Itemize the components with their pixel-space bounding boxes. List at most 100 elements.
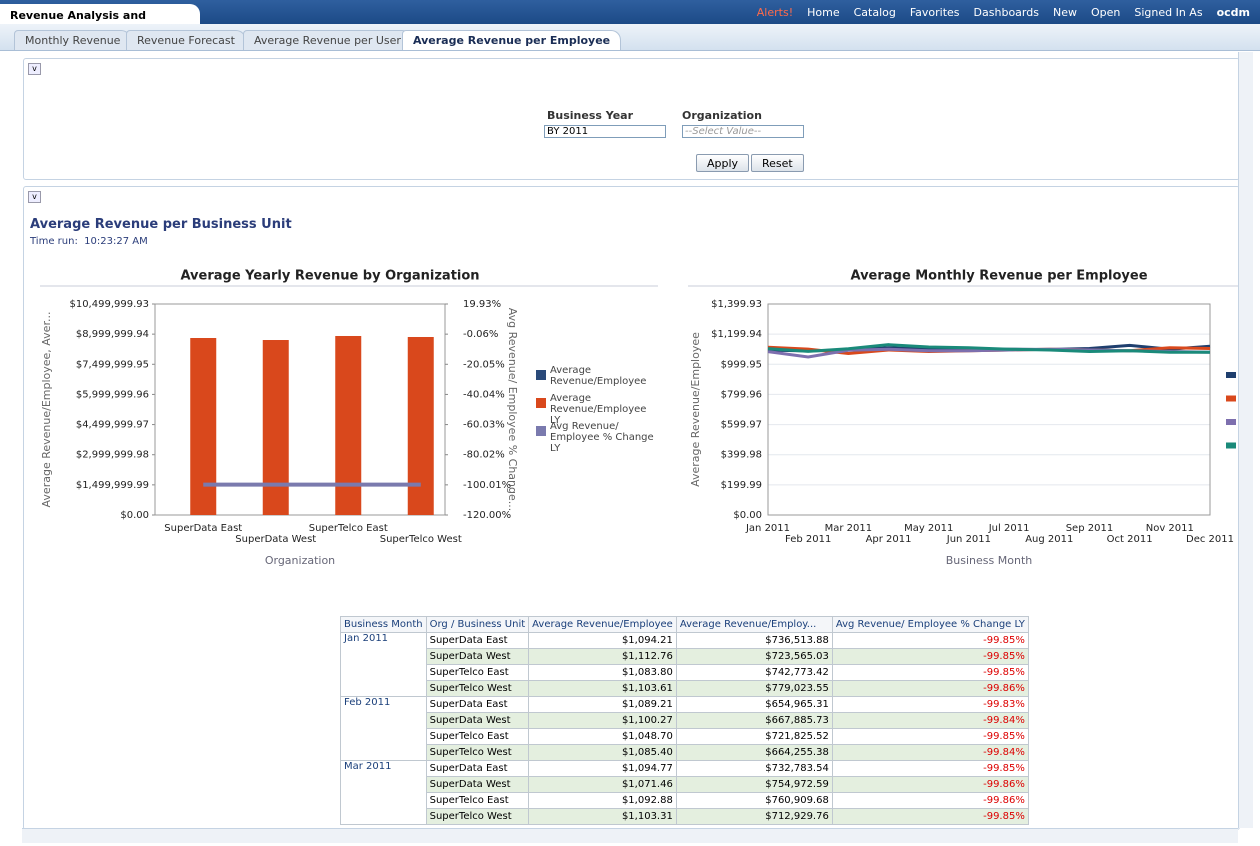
table-row: SuperData West$1,112.76$723,565.03-99.85… (341, 649, 1029, 665)
table-row: Jan 2011SuperData East$1,094.21$736,513.… (341, 633, 1029, 649)
y2-tick-label: -60.03% (463, 420, 505, 431)
table-cell: -99.85% (832, 809, 1028, 825)
table-cell: $1,083.80 (529, 665, 677, 681)
table-cell: $1,100.27 (529, 713, 677, 729)
x-tick-label: Nov 2011 (1146, 523, 1194, 534)
chart-title: Average Monthly Revenue per Employee (850, 269, 1147, 284)
table-cell: $667,885.73 (676, 713, 832, 729)
y-axis-title: Average Revenue/Employee, Aver... (40, 312, 53, 508)
x-tick-label: Jan 2011 (745, 523, 790, 534)
table-cell: -99.86% (832, 681, 1028, 697)
table-cell: $654,965.31 (676, 697, 832, 713)
month-cell: Feb 2011 (341, 697, 427, 761)
table-cell: $712,929.76 (676, 809, 832, 825)
table-row: SuperData West$1,100.27$667,885.73-99.84… (341, 713, 1029, 729)
y-tick-label: $1,199.94 (711, 329, 762, 340)
vertical-scrollbar[interactable] (1238, 52, 1253, 828)
y-tick-label: $799.96 (721, 389, 762, 400)
table-cell: $1,071.46 (529, 777, 677, 793)
table-cell: -99.84% (832, 745, 1028, 761)
legend-swatch (536, 398, 546, 408)
x-tick-label: Jun 2011 (946, 534, 991, 545)
bar (190, 338, 216, 515)
legend-swatch (1226, 396, 1236, 402)
table-row: SuperTelco East$1,083.80$742,773.42-99.8… (341, 665, 1029, 681)
table-cell: -99.85% (832, 729, 1028, 745)
table-cell: SuperData East (426, 697, 529, 713)
table-cell: SuperTelco East (426, 665, 529, 681)
y2-tick-label: -120.00% (463, 510, 511, 521)
table-row: SuperTelco West$1,103.31$712,929.76-99.8… (341, 809, 1029, 825)
y2-tick-label: -20.05% (463, 359, 505, 370)
table-cell: $1,089.21 (529, 697, 677, 713)
column-header[interactable]: Avg Revenue/ Employee % Change LY (832, 617, 1028, 633)
x-tick-label: SuperData West (235, 534, 316, 545)
table-cell: -99.86% (832, 793, 1028, 809)
column-header[interactable]: Average Revenue/Employee (529, 617, 677, 633)
table-cell: SuperTelco West (426, 745, 529, 761)
y-tick-label: $599.97 (721, 420, 762, 431)
table-row: SuperTelco East$1,092.88$760,909.68-99.8… (341, 793, 1029, 809)
table-cell: $1,048.70 (529, 729, 677, 745)
x-tick-label: SuperTelco East (309, 523, 388, 534)
x-tick-label: May 2011 (904, 523, 953, 534)
x-axis-title: Organization (265, 554, 335, 567)
table-cell: $1,092.88 (529, 793, 677, 809)
table-cell: SuperData West (426, 777, 529, 793)
plot-frame (768, 304, 1210, 515)
table-cell: $1,112.76 (529, 649, 677, 665)
table-cell: -99.85% (832, 633, 1028, 649)
column-header[interactable]: Org / Business Unit (426, 617, 529, 633)
y-tick-label: $1,399.93 (711, 299, 762, 310)
table-cell: SuperData East (426, 761, 529, 777)
y-tick-label: $1,499,999.99 (76, 480, 149, 491)
legend-swatch (1226, 372, 1236, 378)
table-cell: -99.84% (832, 713, 1028, 729)
table-wrap: Business MonthOrg / Business UnitAverage… (340, 616, 1029, 825)
legend-swatch (1226, 419, 1236, 425)
x-axis-title: Business Month (946, 554, 1033, 567)
table-cell: -99.85% (832, 649, 1028, 665)
y2-tick-label: -80.02% (463, 450, 505, 461)
x-tick-label: Sep 2011 (1066, 523, 1113, 534)
table-cell: $1,085.40 (529, 745, 677, 761)
x-tick-label: Mar 2011 (825, 523, 873, 534)
table-cell: SuperTelco West (426, 681, 529, 697)
legend-swatch (536, 370, 546, 380)
table-cell: SuperTelco East (426, 793, 529, 809)
legend-label: AverageRevenue/Employee (550, 365, 646, 387)
pivot-table: Business MonthOrg / Business UnitAverage… (340, 616, 1029, 825)
column-header[interactable]: Average Revenue/Employ... (676, 617, 832, 633)
table-cell: $1,103.31 (529, 809, 677, 825)
table-cell: $732,783.54 (676, 761, 832, 777)
y-tick-label: $10,499,999.93 (69, 299, 149, 310)
table-cell: -99.83% (832, 697, 1028, 713)
x-tick-label: Apr 2011 (866, 534, 912, 545)
x-tick-label: Feb 2011 (785, 534, 831, 545)
table-cell: $664,255.38 (676, 745, 832, 761)
y-axis-title: Average Revenue/Employee (689, 332, 702, 487)
table-cell: $1,094.21 (529, 633, 677, 649)
table-cell: $754,972.59 (676, 777, 832, 793)
legend-swatch (536, 426, 546, 436)
table-cell: $779,023.55 (676, 681, 832, 697)
y-tick-label: $0.00 (733, 510, 762, 521)
table-cell: $721,825.52 (676, 729, 832, 745)
horizontal-scrollbar[interactable] (22, 828, 1238, 843)
bar (408, 337, 434, 515)
y-tick-label: $2,999,999.98 (76, 450, 149, 461)
y2-tick-label: -0.06% (463, 329, 498, 340)
table-cell: SuperTelco East (426, 729, 529, 745)
y-tick-label: $0.00 (120, 510, 149, 521)
table-cell: $760,909.68 (676, 793, 832, 809)
y2-axis-title: Avg Revenue/ Employee % Change... (506, 308, 519, 512)
bar (335, 336, 361, 515)
legend-label: Avg Revenue/Employee % ChangeLY (550, 421, 654, 454)
column-header[interactable]: Business Month (341, 617, 427, 633)
x-tick-label: Aug 2011 (1025, 534, 1073, 545)
table-cell: -99.85% (832, 665, 1028, 681)
table-cell: SuperData West (426, 713, 529, 729)
table-row: Mar 2011SuperData East$1,094.77$732,783.… (341, 761, 1029, 777)
x-tick-label: SuperData East (164, 523, 242, 534)
